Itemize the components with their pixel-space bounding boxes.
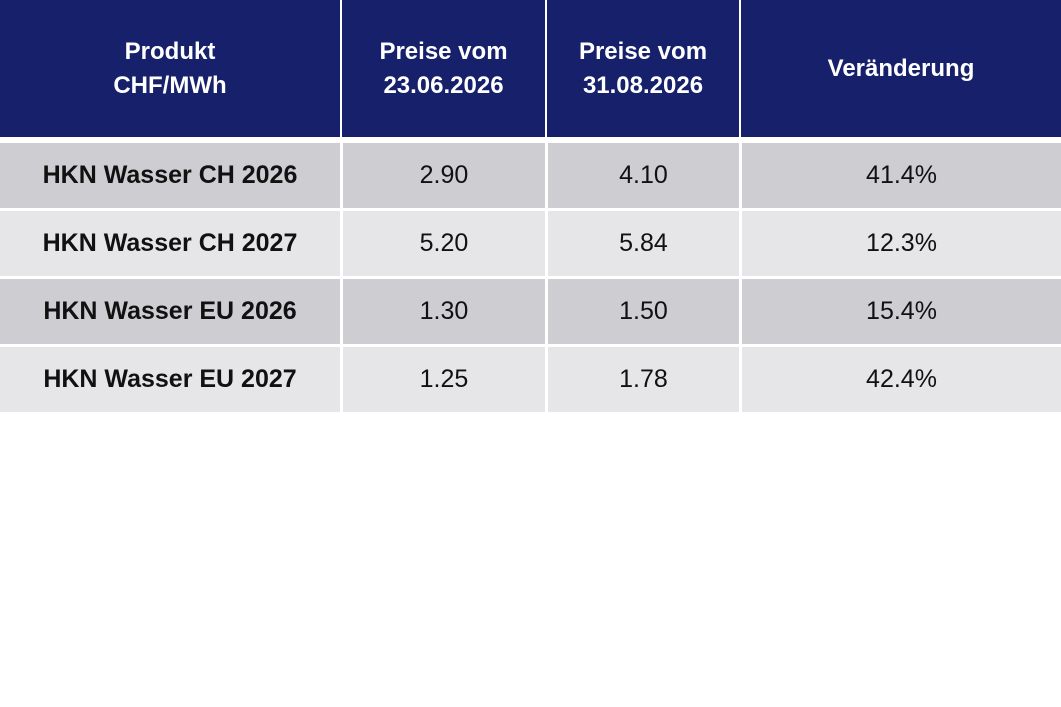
header-price-2-line1: Preise vom <box>578 37 708 65</box>
cell-price-2: 1.78 <box>545 347 739 415</box>
cell-change: 12.3% <box>739 211 1061 279</box>
header-price-1-line1: Preise vom <box>379 37 508 65</box>
cell-product: HKN Wasser CH 2026 <box>0 143 340 211</box>
cell-product: HKN Wasser EU 2027 <box>0 347 340 415</box>
header-product: Produkt CHF/MWh <box>0 0 340 137</box>
cell-price-1: 5.20 <box>340 211 545 279</box>
table-row: HKN Wasser EU 2026 1.30 1.50 15.4% <box>0 279 1061 347</box>
table-row: HKN Wasser CH 2026 2.90 4.10 41.4% <box>0 143 1061 211</box>
cell-price-2: 5.84 <box>545 211 739 279</box>
header-change: Veränderung <box>739 0 1061 137</box>
header-price-2: Preise vom 31.08.2026 <box>545 0 739 137</box>
cell-change: 41.4% <box>739 143 1061 211</box>
cell-price-1: 1.30 <box>340 279 545 347</box>
header-price-1: Preise vom 23.06.2026 <box>340 0 545 137</box>
cell-price-2: 4.10 <box>545 143 739 211</box>
header-change-label: Veränderung <box>827 54 975 82</box>
table-header-row: Produkt CHF/MWh Preise vom 23.06.2026 Pr… <box>0 0 1061 137</box>
header-spacer <box>0 137 1061 143</box>
header-price-2-line2: 31.08.2026 <box>582 71 704 99</box>
table-row: HKN Wasser CH 2027 5.20 5.84 12.3% <box>0 211 1061 279</box>
table-row: HKN Wasser EU 2027 1.25 1.78 42.4% <box>0 347 1061 415</box>
header-product-line2: CHF/MWh <box>113 71 227 99</box>
cell-price-1: 1.25 <box>340 347 545 415</box>
cell-product: HKN Wasser CH 2027 <box>0 211 340 279</box>
header-product-line1: Produkt <box>124 37 216 65</box>
spacer-cell <box>0 137 1061 143</box>
cell-change: 42.4% <box>739 347 1061 415</box>
cell-product: HKN Wasser EU 2026 <box>0 279 340 347</box>
cell-price-1: 2.90 <box>340 143 545 211</box>
cell-change: 15.4% <box>739 279 1061 347</box>
cell-price-2: 1.50 <box>545 279 739 347</box>
price-table: Produkt CHF/MWh Preise vom 23.06.2026 Pr… <box>0 0 1061 415</box>
header-price-1-line2: 23.06.2026 <box>383 71 504 99</box>
